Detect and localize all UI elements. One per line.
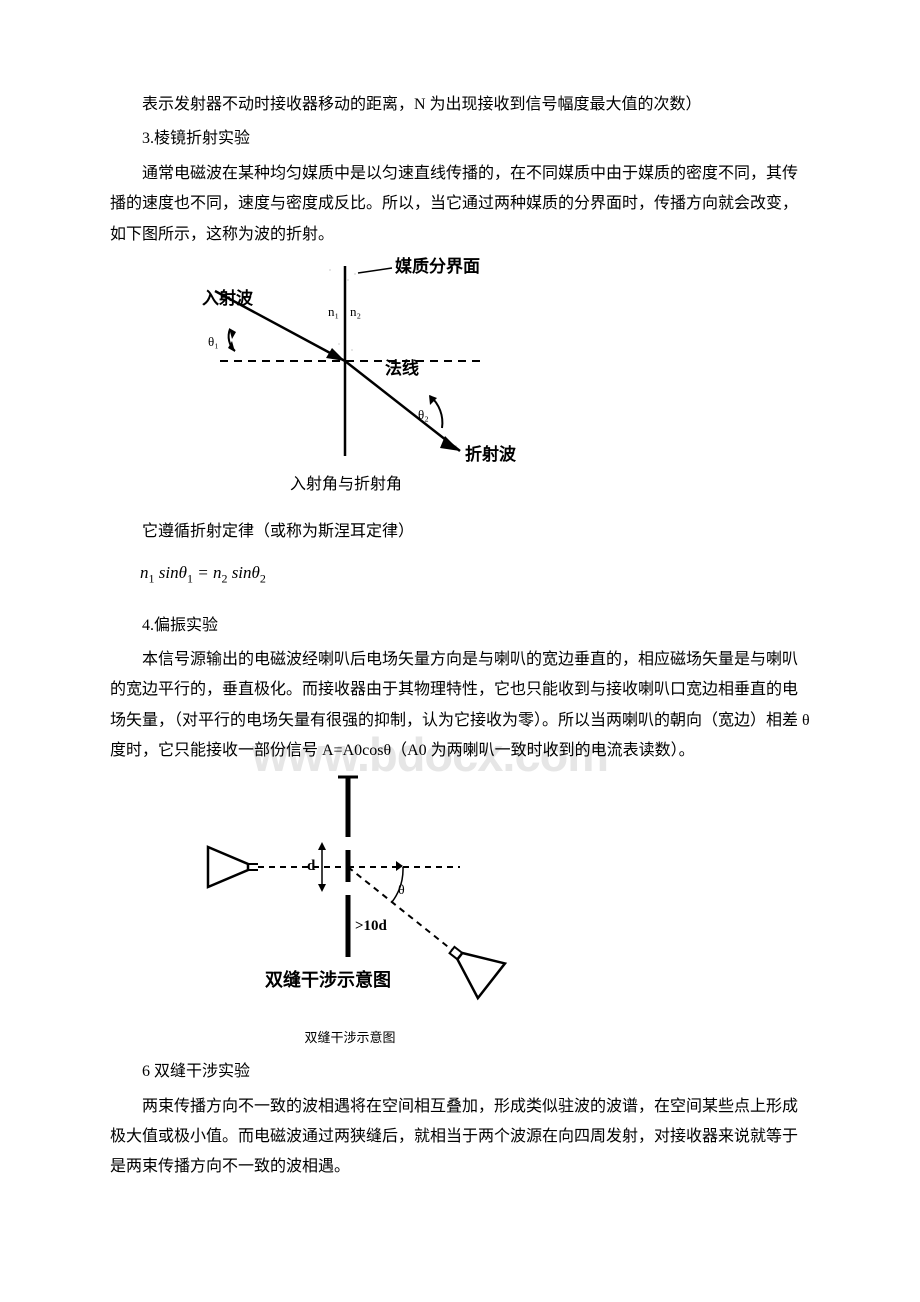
label-incident: 入射波	[202, 288, 254, 308]
label-d: d	[307, 858, 316, 874]
label-theta2: θ₂	[418, 407, 429, 422]
label-10d: >10d	[355, 918, 388, 934]
label-n2: n₂	[350, 304, 361, 319]
paragraph-refraction: 通常电磁波在某种均匀媒质中是以匀速直线传播的，在不同媒质中由于媒质的密度不同，其…	[110, 159, 810, 250]
label-n1: n₁	[328, 304, 339, 319]
label-normal: 法线	[385, 358, 419, 378]
label-theta-fig2: θ	[398, 883, 405, 898]
paragraph-snell: 它遵循折射定律（或称为斯涅耳定律）	[110, 517, 810, 547]
paragraph-polarization: 本信号源输出的电磁波经喇叭后电场矢量方向是与喇叭的宽边垂直的，相应磁场矢量是与喇…	[110, 645, 810, 767]
fig1-caption: 入射角与折射角	[290, 475, 402, 493]
fig2-caption-below: 双缝干涉示意图	[200, 1026, 500, 1051]
doubleslit-diagram-svg: d θ >10d 双缝干涉示意图	[200, 772, 510, 1022]
figure-1-refraction: 媒质分界面 入射波 法线 折射波 n₁ n₂ θ₁ θ₂ 入射角与折射角	[200, 256, 810, 511]
paragraph-intro: 表示发射器不动时接收器移动的距离，N 为出现接收到信号幅度最大值的次数）	[110, 90, 810, 120]
paragraph-doubleslit: 两束传播方向不一致的波相遇将在空间相互叠加，形成类似驻波的波谱，在空间某些点上形…	[110, 1092, 810, 1183]
label-theta1: θ₁	[208, 334, 219, 349]
label-refracted: 折射波	[465, 444, 517, 464]
document-content: 表示发射器不动时接收器移动的距离，N 为出现接收到信号幅度最大值的次数） 3.棱…	[110, 90, 810, 1183]
section-3-title: 3.棱镜折射实验	[110, 124, 810, 154]
section-4-title: 4.偏振实验	[110, 611, 810, 641]
figure-2-doubleslit: d θ >10d 双缝干涉示意图 双缝干涉示意图	[200, 772, 810, 1051]
refraction-diagram-svg: 媒质分界面 入射波 法线 折射波 n₁ n₂ θ₁ θ₂ 入射角与折射角	[200, 256, 520, 511]
snell-formula: n1 sinθ1 = n2 sinθ2	[140, 557, 810, 590]
label-boundary: 媒质分界面	[395, 256, 480, 276]
fig2-caption-embedded: 双缝干涉示意图	[265, 969, 391, 990]
section-6-title: 6 双缝干涉实验	[110, 1057, 810, 1087]
